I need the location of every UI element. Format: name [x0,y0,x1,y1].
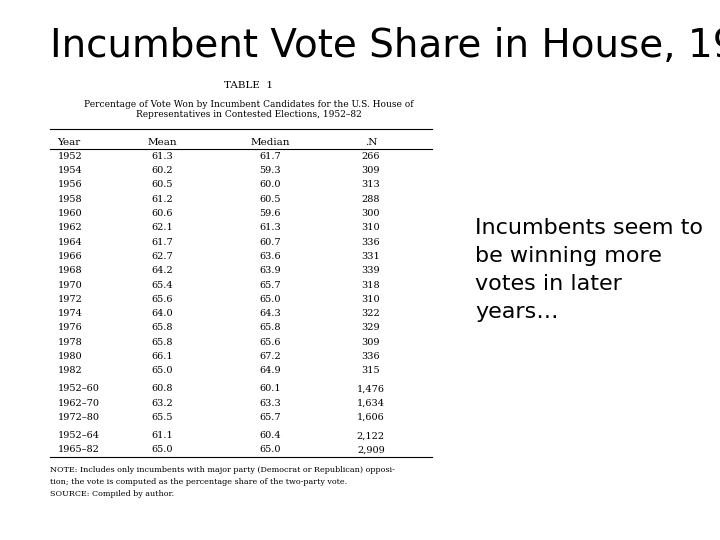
Text: 64.9: 64.9 [259,366,281,375]
Text: 318: 318 [361,280,380,289]
Text: 313: 313 [361,180,380,190]
Text: 64.2: 64.2 [151,266,173,275]
Text: 61.3: 61.3 [259,223,281,232]
Text: 64.3: 64.3 [259,309,281,318]
Text: 1972: 1972 [58,295,83,304]
Text: 65.6: 65.6 [259,338,281,347]
Text: 63.3: 63.3 [259,399,281,408]
Text: 2,909: 2,909 [357,446,384,455]
Text: 300: 300 [361,209,380,218]
Text: 63.2: 63.2 [151,399,173,408]
Text: 1972–80: 1972–80 [58,413,99,422]
Text: 65.0: 65.0 [259,295,281,304]
Text: 60.7: 60.7 [259,238,281,247]
Text: 336: 336 [361,238,380,247]
Text: 1960: 1960 [58,209,82,218]
Text: 65.7: 65.7 [259,280,281,289]
Text: 1974: 1974 [58,309,83,318]
Text: 1954: 1954 [58,166,82,175]
Text: 62.7: 62.7 [151,252,173,261]
Text: Mean: Mean [147,138,177,147]
Text: 1976: 1976 [58,323,82,333]
Text: 61.2: 61.2 [151,194,173,204]
Text: 309: 309 [361,338,380,347]
Text: 1970: 1970 [58,280,82,289]
Text: 322: 322 [361,309,380,318]
Text: 61.1: 61.1 [151,431,173,440]
Text: 61.3: 61.3 [151,152,173,161]
Text: 60.4: 60.4 [259,431,281,440]
Text: 1956: 1956 [58,180,82,190]
Text: Incumbent Vote Share in House, 1952-82: Incumbent Vote Share in House, 1952-82 [50,27,720,65]
Text: 63.6: 63.6 [259,252,281,261]
Text: SOURCE: Compiled by author.: SOURCE: Compiled by author. [50,490,174,498]
Text: 60.5: 60.5 [259,194,281,204]
Text: 65.0: 65.0 [151,366,173,375]
Text: Year: Year [58,138,81,147]
Text: 65.5: 65.5 [151,413,173,422]
Text: 1962–70: 1962–70 [58,399,99,408]
Text: 65.8: 65.8 [151,338,173,347]
Text: 1958: 1958 [58,194,82,204]
Text: Percentage of Vote Won by Incumbent Candidates for the U.S. House of
Representat: Percentage of Vote Won by Incumbent Cand… [84,100,413,119]
Text: Incumbents seem to
be winning more
votes in later
years…: Incumbents seem to be winning more votes… [475,218,703,322]
Text: 1,606: 1,606 [357,413,384,422]
Text: 1980: 1980 [58,352,82,361]
Text: 60.1: 60.1 [259,384,281,394]
Text: 1952: 1952 [58,152,82,161]
Text: 2,122: 2,122 [356,431,385,440]
Text: 1,634: 1,634 [357,399,384,408]
Text: 60.6: 60.6 [151,209,173,218]
Text: 1,476: 1,476 [357,384,384,394]
Text: 60.0: 60.0 [259,180,281,190]
Text: 1966: 1966 [58,252,82,261]
Text: 61.7: 61.7 [259,152,281,161]
Text: 65.8: 65.8 [151,323,173,333]
Text: 63.9: 63.9 [259,266,281,275]
Text: 1978: 1978 [58,338,82,347]
Text: 60.5: 60.5 [151,180,173,190]
Text: 65.4: 65.4 [151,280,173,289]
Text: 1964: 1964 [58,238,82,247]
Text: 65.0: 65.0 [259,446,281,455]
Text: 310: 310 [361,295,380,304]
Text: 65.6: 65.6 [151,295,173,304]
Text: 65.7: 65.7 [259,413,281,422]
Text: 1968: 1968 [58,266,82,275]
Text: 59.6: 59.6 [259,209,281,218]
Text: 331: 331 [361,252,380,261]
Text: tion; the vote is computed as the percentage share of the two-party vote.: tion; the vote is computed as the percen… [50,478,348,486]
Text: 65.0: 65.0 [151,446,173,455]
Text: 61.7: 61.7 [151,238,173,247]
Text: 59.3: 59.3 [259,166,281,175]
Text: 1952–60: 1952–60 [58,384,99,394]
Text: 309: 309 [361,166,380,175]
Text: 266: 266 [361,152,380,161]
Text: 64.0: 64.0 [151,309,173,318]
Text: 65.8: 65.8 [259,323,281,333]
Text: 67.2: 67.2 [259,352,281,361]
Text: Median: Median [251,138,289,147]
Text: 288: 288 [361,194,380,204]
Text: 329: 329 [361,323,380,333]
Text: 1965–82: 1965–82 [58,446,99,455]
Text: 60.8: 60.8 [151,384,173,394]
Text: 1952–64: 1952–64 [58,431,99,440]
Text: 315: 315 [361,366,380,375]
Text: 60.2: 60.2 [151,166,173,175]
Text: 339: 339 [361,266,380,275]
Text: 1982: 1982 [58,366,82,375]
Text: .N: .N [364,138,377,147]
Text: 1962: 1962 [58,223,82,232]
Text: NOTE: Includes only incumbents with major party (Democrat or Republican) opposi-: NOTE: Includes only incumbents with majo… [50,466,395,474]
Text: 66.1: 66.1 [151,352,173,361]
Text: 336: 336 [361,352,380,361]
Text: 310: 310 [361,223,380,232]
Text: 62.1: 62.1 [151,223,173,232]
Text: TABLE  1: TABLE 1 [224,81,273,90]
